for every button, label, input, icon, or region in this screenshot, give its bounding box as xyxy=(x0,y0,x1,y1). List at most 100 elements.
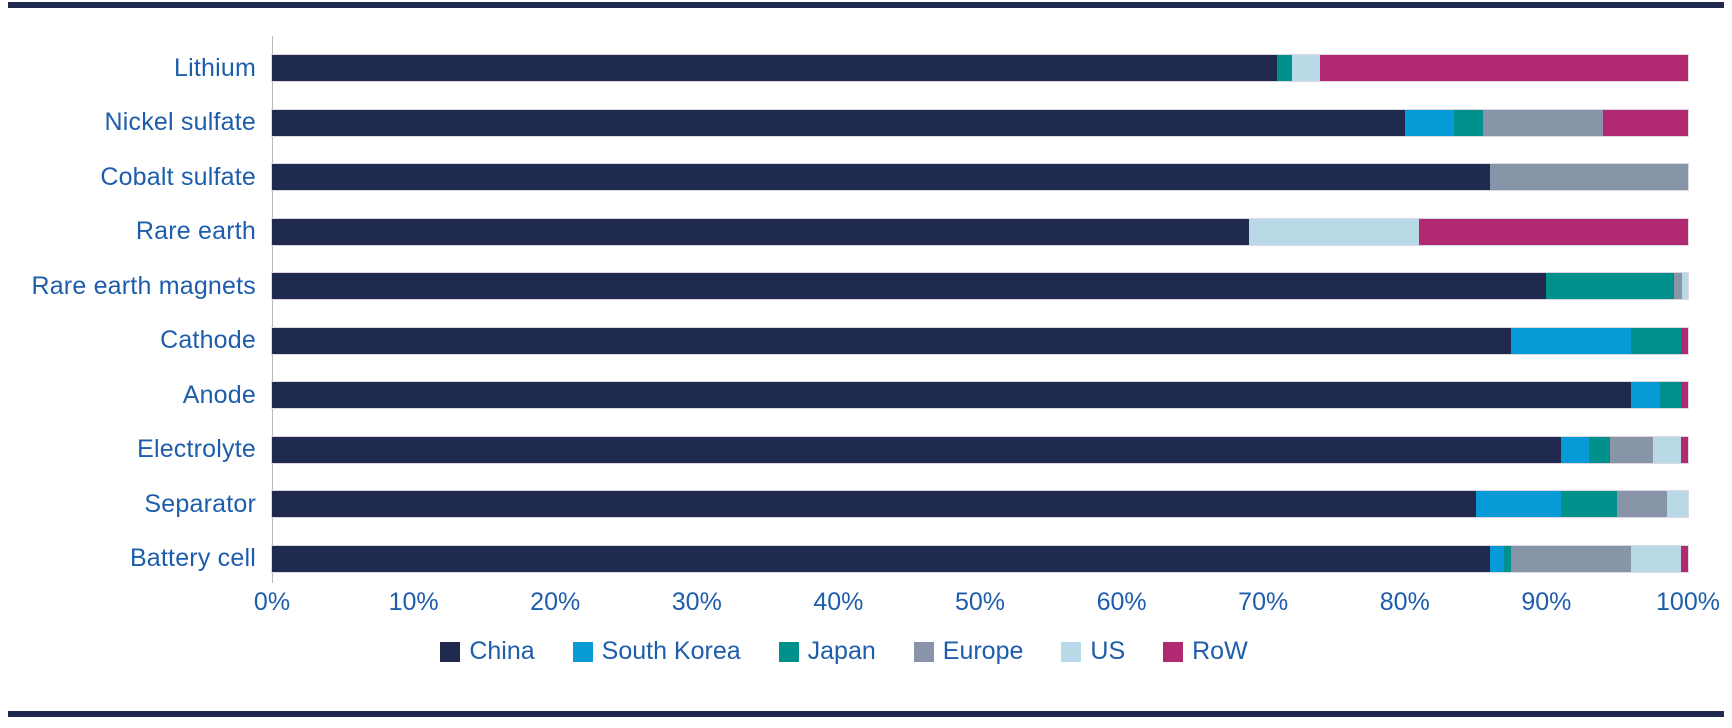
bar-segment-china xyxy=(272,273,1547,300)
bar-segment-us xyxy=(1652,436,1681,463)
bar-row-lithium: Lithium xyxy=(0,41,1688,96)
x-tick-label: 20% xyxy=(530,588,581,616)
category-label: Anode xyxy=(182,380,256,409)
bar-segment-row xyxy=(1603,109,1688,136)
legend-item-china: China xyxy=(440,637,535,666)
bar-row-rare-earth-magnets: Rare earth magnets xyxy=(0,259,1688,314)
bar-segment-europe xyxy=(1673,273,1683,300)
bar-segment-japan xyxy=(1454,109,1483,136)
x-tick-label: 60% xyxy=(1096,588,1147,616)
legend-label: RoW xyxy=(1192,637,1248,665)
bottom-rule xyxy=(8,711,1724,717)
bar-segment-china xyxy=(272,436,1561,463)
stacked-bar xyxy=(272,545,1688,572)
bar-row-battery-cell: Battery cell xyxy=(0,532,1688,587)
legend-swatch-row xyxy=(1163,641,1184,662)
category-label: Cathode xyxy=(160,326,256,355)
category-label: Separator xyxy=(144,489,256,518)
legend-swatch-us xyxy=(1061,641,1082,662)
bar-segment-japan xyxy=(1503,545,1511,572)
stacked-bar xyxy=(272,491,1688,518)
bar-segment-china xyxy=(272,164,1490,191)
legend-swatch-europe xyxy=(913,641,934,662)
bar-segment-japan xyxy=(1560,491,1618,518)
bar-segment-japan xyxy=(1277,55,1292,82)
x-tick-label: 50% xyxy=(954,588,1006,616)
stacked-bar xyxy=(272,327,1688,354)
chart-rows: Lithium Nickel sulfate Cobalt sulfate Rare … xyxy=(0,41,1688,586)
bar-segment-row xyxy=(1680,545,1688,572)
bar-segment-china xyxy=(272,382,1632,409)
top-rule xyxy=(8,2,1724,8)
x-tick-label: 70% xyxy=(1238,588,1289,616)
stacked-bar xyxy=(272,55,1688,82)
x-tick-label: 0% xyxy=(253,588,291,616)
legend-label: Europe xyxy=(942,637,1024,665)
bar-segment-row xyxy=(1680,436,1688,463)
bar-segment-south-korea xyxy=(1404,109,1455,136)
bar-segment-us xyxy=(1249,218,1419,245)
category-label: Lithium xyxy=(174,53,256,82)
legend-item-japan: Japan xyxy=(778,637,876,666)
legend-item-row: RoW xyxy=(1163,637,1248,666)
bar-segment-south-korea xyxy=(1631,382,1660,409)
bar-segment-europe xyxy=(1610,436,1653,463)
category-label: Rare earth magnets xyxy=(31,271,256,300)
stacked-bar xyxy=(272,164,1688,191)
x-tick-label: 90% xyxy=(1521,588,1572,616)
bar-segment-europe xyxy=(1482,109,1604,136)
x-tick-label: 80% xyxy=(1379,588,1430,616)
category-label: Battery cell xyxy=(129,544,256,573)
legend-item-south-korea: South Korea xyxy=(572,637,741,666)
bar-segment-south-korea xyxy=(1511,327,1632,354)
bar-row-electrolyte: Electrolyte xyxy=(0,423,1688,478)
chart-legend: China South Korea Japan Europe US RoW xyxy=(0,637,1688,666)
bar-segment-japan xyxy=(1588,436,1611,463)
stacked-bar xyxy=(272,436,1688,463)
stacked-bar xyxy=(272,109,1688,136)
category-label: Cobalt sulfate xyxy=(100,162,256,191)
bar-segment-japan xyxy=(1659,382,1681,409)
bar-segment-us xyxy=(1682,273,1688,300)
bar-segment-china xyxy=(272,491,1476,518)
bar-segment-china xyxy=(272,109,1405,136)
bar-segment-china xyxy=(272,55,1278,82)
bar-segment-japan xyxy=(1631,327,1681,354)
legend-label: South Korea xyxy=(601,637,741,665)
x-tick-label: 30% xyxy=(671,588,722,616)
bar-segment-china xyxy=(272,218,1250,245)
bar-segment-china xyxy=(272,545,1490,572)
legend-item-europe: Europe xyxy=(913,637,1024,666)
legend-item-us: US xyxy=(1061,637,1125,666)
legend-swatch-south-korea xyxy=(572,641,593,662)
legend-swatch-japan xyxy=(778,641,799,662)
bar-segment-europe xyxy=(1617,491,1667,518)
bar-segment-europe xyxy=(1489,164,1688,191)
bar-row-rare-earth: Rare earth xyxy=(0,205,1688,260)
bar-segment-china xyxy=(272,327,1511,354)
bar-segment-japan xyxy=(1546,273,1674,300)
bar-row-anode: Anode xyxy=(0,368,1688,423)
bar-segment-row xyxy=(1319,55,1688,82)
bar-row-cobalt-sulfate: Cobalt sulfate xyxy=(0,150,1688,205)
bar-segment-row xyxy=(1418,218,1688,245)
bar-segment-europe xyxy=(1510,545,1632,572)
x-tick-label: 40% xyxy=(813,588,864,616)
legend-label: US xyxy=(1090,637,1126,665)
x-tick-label: 10% xyxy=(388,588,439,616)
bar-segment-south-korea xyxy=(1489,545,1504,572)
bar-segment-row xyxy=(1680,382,1688,409)
stacked-bar xyxy=(272,382,1688,409)
bar-segment-us xyxy=(1291,55,1320,82)
category-label: Rare earth xyxy=(135,217,256,246)
bar-segment-south-korea xyxy=(1475,491,1561,518)
bar-row-separator: Separator xyxy=(0,477,1688,532)
legend-label: Japan xyxy=(807,637,876,665)
bar-row-cathode: Cathode xyxy=(0,314,1688,369)
legend-swatch-china xyxy=(440,641,461,662)
x-axis-ticks: 0% 10% 20% 30% 40% 50% 60% 70% 80% 90% 100% xyxy=(254,588,1720,618)
bar-segment-south-korea xyxy=(1560,436,1589,463)
category-label: Electrolyte xyxy=(137,435,256,464)
bar-segment-row xyxy=(1680,327,1688,354)
